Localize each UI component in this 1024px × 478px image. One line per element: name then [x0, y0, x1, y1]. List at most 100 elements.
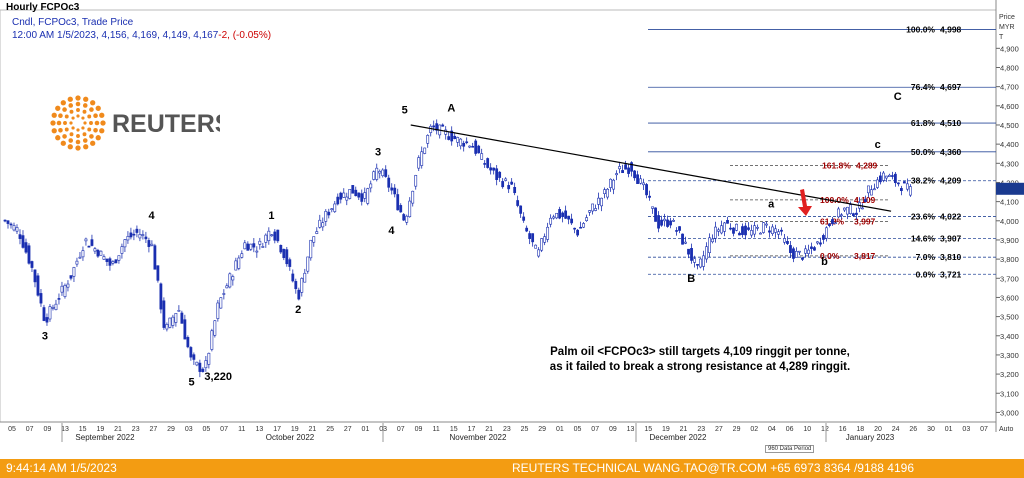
- x-day-label: 27: [149, 426, 157, 433]
- logo-dot: [75, 95, 81, 101]
- x-day-label: 07: [397, 426, 405, 433]
- logo-dot: [76, 108, 80, 112]
- fib-red-pct: 0.0%: [820, 251, 840, 261]
- candle-body: [537, 249, 541, 257]
- wave-label: a: [768, 198, 775, 210]
- annotation-line1: Palm oil <FCPOc3> still targets 4,109 ri…: [550, 346, 850, 358]
- fib-level-value: 4,360: [940, 147, 962, 157]
- candle-body: [720, 225, 723, 234]
- candle-body: [570, 218, 574, 224]
- fib-level-pct: 0.0%: [916, 269, 936, 279]
- x-day-label: 18: [856, 426, 864, 433]
- candle-body: [381, 169, 385, 177]
- candle-body: [135, 228, 139, 233]
- fib-red-pct: 100.0%: [820, 195, 849, 205]
- candle-body: [375, 167, 379, 180]
- candle-body: [270, 234, 274, 237]
- candle-body: [213, 320, 217, 336]
- candle-body: [681, 233, 684, 245]
- candle-body: [627, 167, 630, 174]
- candle-body: [153, 245, 157, 270]
- candle-body: [204, 360, 208, 369]
- candle-body: [396, 194, 400, 211]
- legend-series: Cndl, FCPOc3, Trade Price: [12, 17, 134, 28]
- x-month-label: December 2022: [650, 433, 707, 442]
- x-month-label: October 2022: [266, 433, 315, 442]
- logo-dot: [83, 144, 89, 150]
- price-axis-label-line2: MYR: [999, 24, 1015, 31]
- candle-body: [123, 239, 127, 248]
- candle-body: [162, 300, 166, 328]
- candle-body: [354, 189, 358, 197]
- x-month-label: January 2023: [846, 433, 895, 442]
- candle-body: [120, 246, 124, 254]
- candle-body: [747, 227, 750, 230]
- candle-body: [216, 302, 220, 319]
- candle-body: [888, 174, 891, 177]
- candle-body: [84, 238, 88, 242]
- candle-body: [141, 234, 145, 236]
- logo-dot: [87, 127, 92, 132]
- candle-body: [252, 243, 256, 248]
- x-day-label: 24: [892, 426, 900, 433]
- candle-body: [546, 226, 550, 240]
- candle-body: [852, 213, 855, 216]
- candle-body: [456, 137, 460, 143]
- footer-credit: REUTERS TECHNICAL WANG.TAO@TR.COM +65 69…: [512, 461, 914, 475]
- candle-body: [9, 223, 13, 226]
- wave-label: b: [821, 256, 828, 268]
- logo-dot: [82, 109, 87, 114]
- candle-body: [360, 193, 364, 202]
- y-tick-label: 3,800: [1000, 255, 1019, 264]
- legend-ohlc-values: 12:00 AM 1/5/2023, 4,156, 4,169, 4,149, …: [12, 30, 219, 41]
- logo-dot: [90, 140, 96, 146]
- candle-body: [696, 264, 699, 266]
- candle-body: [165, 324, 169, 330]
- auto-scale-button[interactable]: Auto: [999, 426, 1014, 433]
- candle-body: [78, 256, 82, 259]
- logo-dot: [67, 144, 73, 150]
- candle-body: [684, 241, 687, 244]
- logo-dot: [50, 120, 56, 126]
- fib-level-value: 3,721: [940, 269, 962, 279]
- candle-body: [183, 319, 187, 340]
- candle-body: [255, 250, 259, 253]
- candle-body: [42, 307, 46, 321]
- candle-body: [753, 225, 756, 235]
- y-tick-label: 4,300: [1000, 159, 1019, 168]
- x-day-label: 27: [344, 426, 352, 433]
- candle-body: [357, 192, 361, 198]
- y-tick-label: 4,600: [1000, 102, 1019, 111]
- candle-body: [711, 238, 714, 243]
- candle-body: [411, 190, 415, 204]
- candle-body: [893, 173, 897, 184]
- logo-dot: [89, 134, 94, 139]
- x-day-label: 29: [167, 426, 175, 433]
- candle-body: [171, 316, 175, 326]
- logo-dot: [93, 113, 98, 119]
- candle-body: [849, 204, 852, 214]
- logo-dot: [55, 135, 61, 141]
- y-tick-label: 3,700: [1000, 274, 1019, 283]
- x-day-label: 21: [114, 426, 122, 433]
- candle-body: [39, 293, 43, 304]
- fib-level-pct: 38.2%: [911, 176, 936, 186]
- wave-label: 2: [295, 304, 301, 316]
- fib-level-pct: 50.0%: [911, 147, 936, 157]
- candle-body: [246, 243, 250, 251]
- candle-body: [300, 278, 304, 293]
- candle-body: [33, 269, 37, 283]
- candle-body: [51, 307, 55, 309]
- x-day-label: 07: [26, 426, 34, 433]
- x-day-label: 03: [962, 426, 970, 433]
- candle-body: [702, 255, 705, 267]
- candle-body: [693, 258, 696, 263]
- candle-body: [561, 212, 565, 217]
- candle-body: [810, 246, 813, 249]
- candle-body: [66, 283, 70, 288]
- x-day-label: 13: [61, 426, 69, 433]
- logo-dot: [90, 100, 96, 106]
- candle-body: [648, 195, 651, 198]
- candle-body: [333, 203, 337, 212]
